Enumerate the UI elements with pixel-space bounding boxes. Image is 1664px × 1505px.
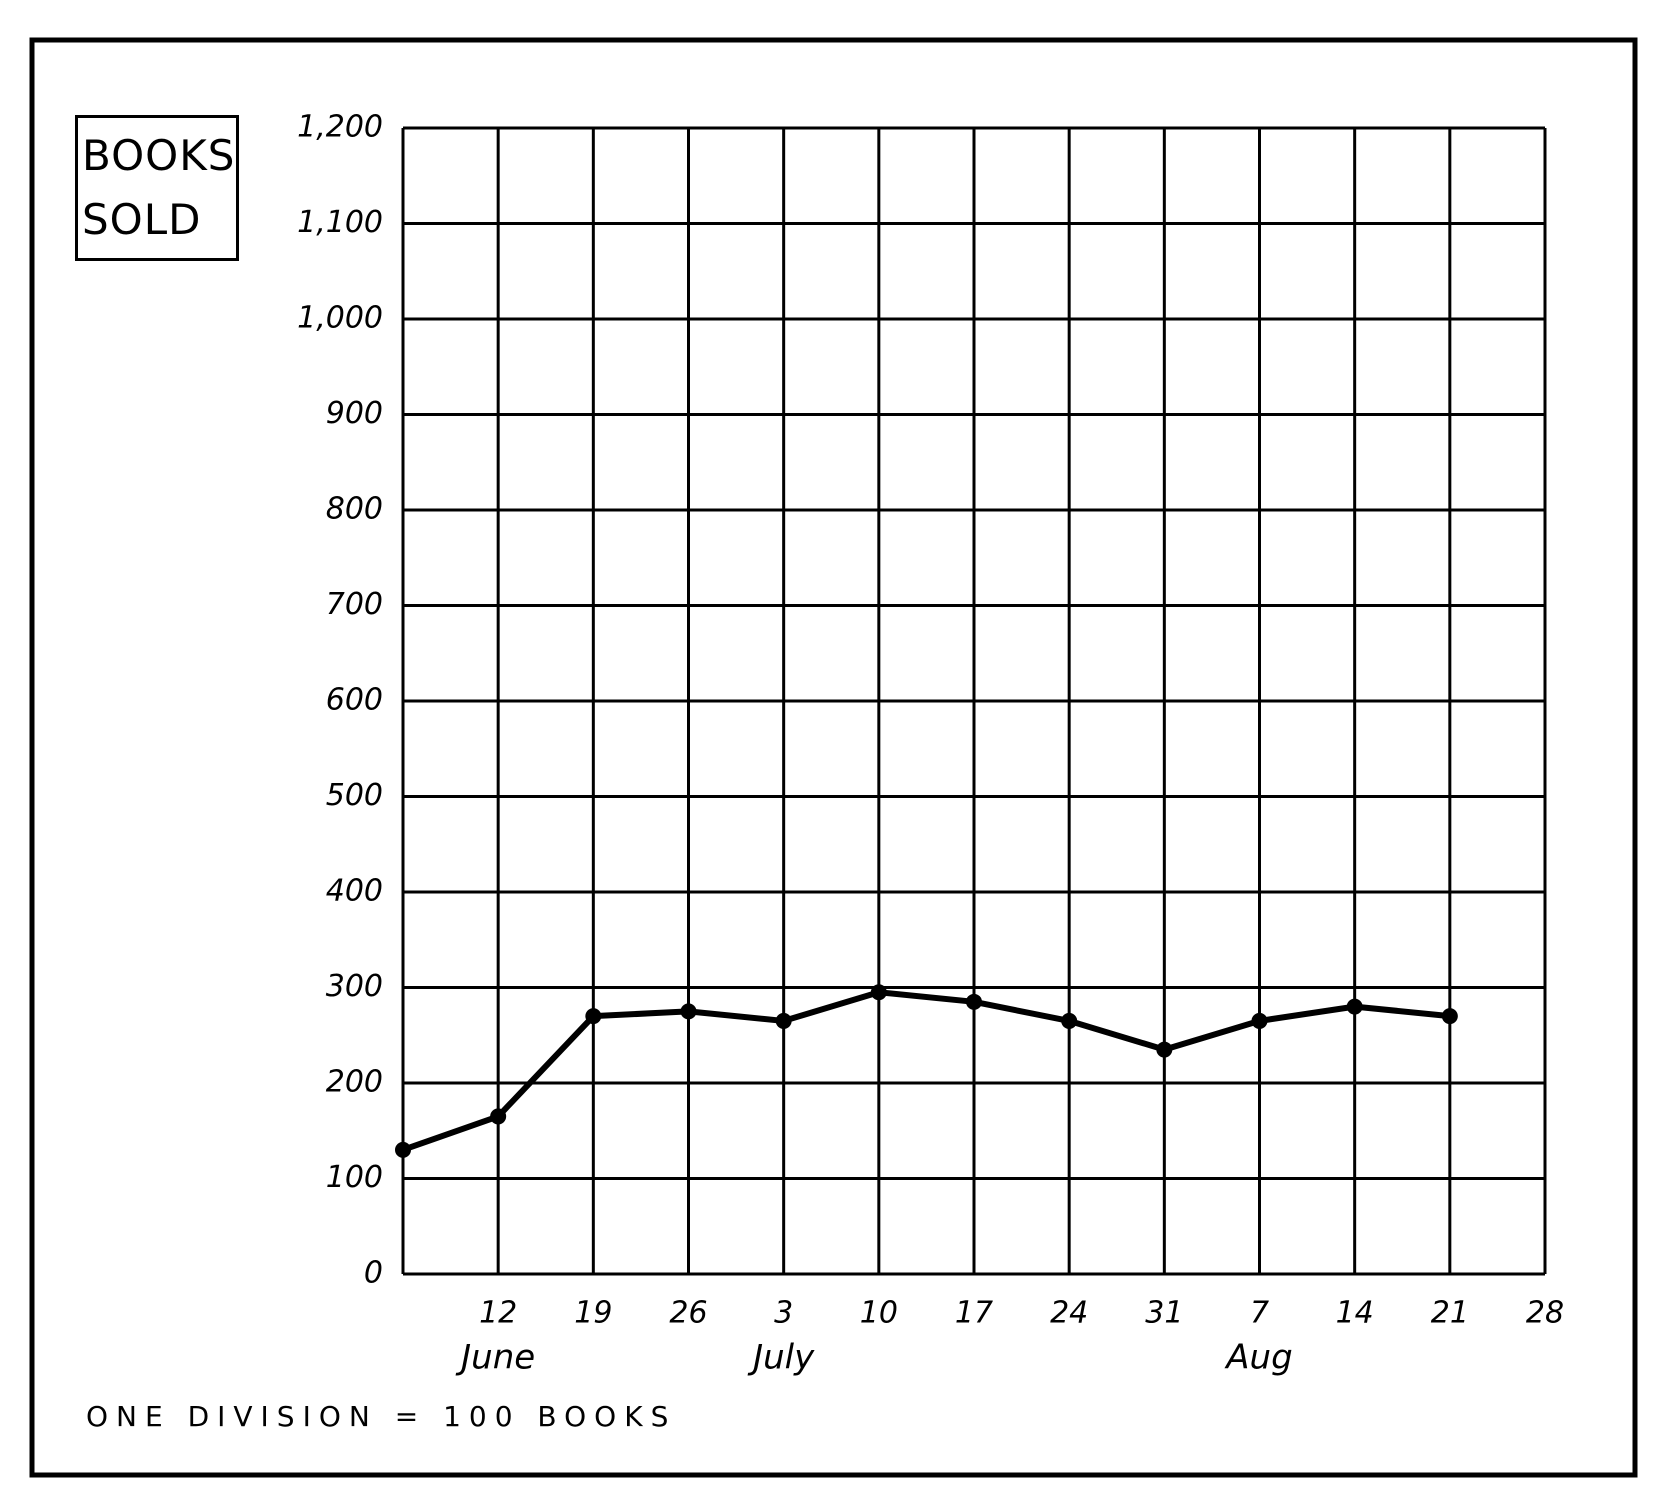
data-point [680,1003,697,1020]
y-tick-label: 1,000 [297,301,383,336]
x-tick-label: 24 [1050,1296,1088,1331]
data-point [1061,1012,1078,1029]
y-tick-label: 400 [326,874,383,909]
data-point [490,1108,507,1125]
y-axis-label: BOOKS SOLD [75,115,239,261]
x-tick-label: 3 [774,1296,793,1331]
month-label: June [455,1338,535,1378]
y-tick-label: 700 [326,587,383,622]
data-point [775,1012,792,1029]
data-point [1346,998,1363,1015]
x-tick-label: 14 [1336,1296,1374,1331]
x-tick-label: 10 [860,1296,898,1331]
x-tick-label: 19 [574,1296,612,1331]
y-tick-label: 100 [326,1160,383,1195]
x-tick-label: 7 [1250,1296,1269,1331]
x-tick-label: 26 [669,1296,707,1331]
y-tick-label: 300 [326,969,383,1004]
frame [29,37,1638,1478]
data-point [1251,1012,1268,1029]
x-tick-label: 31 [1145,1296,1183,1331]
data-point [585,1008,602,1025]
data-point [966,993,982,1010]
series-line [402,989,1451,1153]
y-tick-label: 1,100 [297,205,383,240]
y-tick-label: 800 [326,492,383,527]
x-tick-label: 17 [955,1296,993,1331]
y-tick-label: 200 [326,1065,383,1100]
month-label: Aug [1224,1338,1292,1378]
data-point [1441,1008,1458,1025]
x-tick-label: 21 [1431,1296,1469,1331]
x-tick-label: 28 [1526,1296,1564,1331]
data-point [1156,1041,1173,1058]
y-tick-label: 0 [364,1256,383,1291]
data-point [870,984,887,1001]
data-point [395,1141,411,1158]
x-tick-label: 12 [479,1296,517,1331]
y-tick-label: 600 [326,683,383,718]
month-label: July [747,1338,815,1378]
note: ONE DIVISION = 100 BOOKS [86,1400,677,1433]
y-tick-label: 500 [326,778,383,813]
y-tick-label: 1,200 [297,110,383,145]
y-tick-label: 900 [326,396,383,431]
